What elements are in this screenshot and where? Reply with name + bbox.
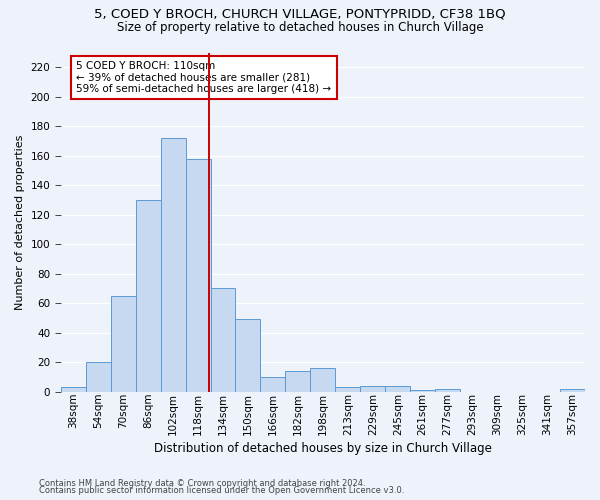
Bar <box>385 386 410 392</box>
Text: Contains HM Land Registry data © Crown copyright and database right 2024.: Contains HM Land Registry data © Crown c… <box>39 478 365 488</box>
Bar <box>361 386 385 392</box>
Text: 5 COED Y BROCH: 110sqm
← 39% of detached houses are smaller (281)
59% of semi-de: 5 COED Y BROCH: 110sqm ← 39% of detached… <box>76 61 332 94</box>
Bar <box>211 288 235 392</box>
Bar <box>86 362 110 392</box>
Bar <box>310 368 335 392</box>
Bar <box>410 390 435 392</box>
Bar <box>286 371 310 392</box>
Text: Contains public sector information licensed under the Open Government Licence v3: Contains public sector information licen… <box>39 486 404 495</box>
Bar <box>161 138 185 392</box>
Bar <box>560 388 585 392</box>
Bar <box>435 388 460 392</box>
Text: 5, COED Y BROCH, CHURCH VILLAGE, PONTYPRIDD, CF38 1BQ: 5, COED Y BROCH, CHURCH VILLAGE, PONTYPR… <box>94 8 506 20</box>
Bar <box>235 320 260 392</box>
Bar <box>185 158 211 392</box>
X-axis label: Distribution of detached houses by size in Church Village: Distribution of detached houses by size … <box>154 442 492 455</box>
Bar <box>136 200 161 392</box>
Bar <box>61 387 86 392</box>
Bar <box>110 296 136 392</box>
Y-axis label: Number of detached properties: Number of detached properties <box>15 134 25 310</box>
Bar <box>260 377 286 392</box>
Bar <box>335 387 361 392</box>
Text: Size of property relative to detached houses in Church Village: Size of property relative to detached ho… <box>116 21 484 34</box>
